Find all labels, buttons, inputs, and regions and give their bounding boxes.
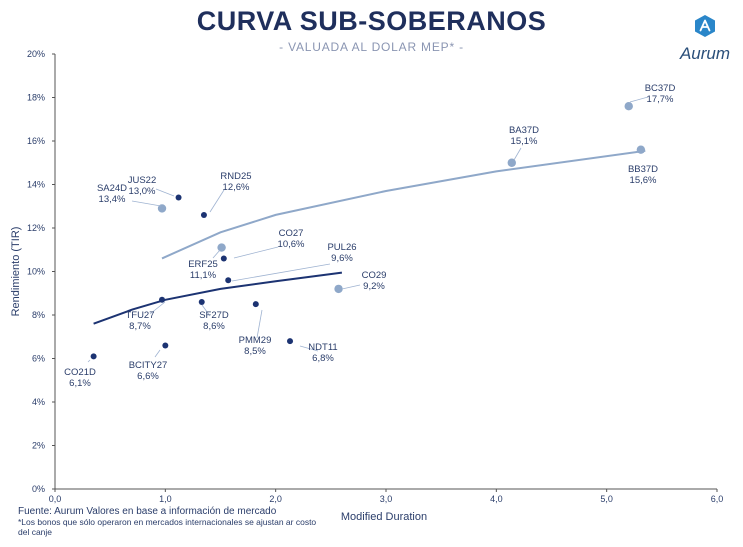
- x-tick-label: 0,0: [49, 494, 62, 504]
- x-tick-label: 3,0: [380, 494, 393, 504]
- point-pul26: [225, 277, 232, 284]
- point-sa24d: [157, 204, 167, 213]
- point-ndt11: [287, 338, 294, 345]
- y-tick-label: 10%: [27, 267, 45, 277]
- data-points: [90, 102, 646, 360]
- leader-line-pmm29: [256, 309, 263, 339]
- logo-text: Aurum: [679, 44, 731, 63]
- point-co29: [334, 284, 343, 294]
- leader-line-co27: [233, 246, 279, 259]
- label-name-sa24d: SA24D: [97, 183, 127, 194]
- y-tick-label: 14%: [27, 180, 45, 190]
- trendline-light: [161, 149, 646, 260]
- label-name-sf27d: SF27D: [199, 310, 229, 321]
- leader-line-rnd25: [209, 189, 225, 213]
- chart-title: CURVA SUB-SOBERANOS: [196, 6, 547, 36]
- y-tick-label: 6%: [32, 354, 45, 364]
- label-name-ba37d: BA37D: [509, 125, 539, 136]
- leader-line-ndt11: [299, 345, 319, 352]
- label-value-pul26: 9,6%: [331, 253, 353, 264]
- x-tick-label: 4,0: [490, 494, 503, 504]
- y-tick-label: 16%: [27, 136, 45, 146]
- label-name-co29: CO29: [362, 270, 387, 281]
- label-name-pmm29: PMM29: [239, 335, 272, 346]
- leader-line-tfu27: [149, 301, 166, 315]
- point-bc37d: [624, 102, 633, 111]
- point-jus22: [175, 194, 182, 201]
- label-value-pmm29: 8,5%: [244, 346, 266, 357]
- label-name-tfu27: TFU27: [125, 310, 154, 321]
- label-name-rnd25: RND25: [220, 171, 251, 182]
- leader-line-bcity27: [154, 349, 161, 358]
- label-value-ba37d: 15,1%: [511, 136, 538, 147]
- label-value-erf25: 11,1%: [190, 270, 217, 281]
- point-sf27d: [198, 298, 205, 305]
- x-tick-label: 2,0: [269, 494, 282, 504]
- point-bb37d: [636, 145, 646, 154]
- label-name-jus22: JUS22: [128, 175, 157, 186]
- point-erf25: [217, 243, 226, 252]
- point-ba37d: [507, 158, 516, 167]
- aurum-a-logo-icon: [695, 15, 715, 37]
- point-co21d: [90, 353, 97, 360]
- x-axis-label: Modified Duration: [341, 511, 427, 523]
- y-tick-label: 12%: [27, 223, 45, 233]
- label-value-bb37d: 15,6%: [630, 175, 657, 186]
- label-value-rnd25: 12,6%: [223, 182, 250, 193]
- chart-axes: 0% 2% 4% 6% 8% 10% 12% 14% 16% 18% 20% 0,0 1,0 2,0 3,0…: [10, 49, 723, 523]
- y-tick-label: 0%: [32, 484, 45, 494]
- leader-line-sf27d: [201, 304, 211, 317]
- label-value-ndt11: 6,8%: [312, 353, 334, 364]
- leader-line-co29: [341, 284, 361, 290]
- label-name-ndt11: NDT11: [308, 342, 337, 353]
- point-bcity27: [162, 342, 169, 349]
- label-value-sf27d: 8,6%: [203, 321, 225, 332]
- label-value-sa24d: 13,4%: [99, 194, 126, 205]
- label-name-bcity27: BCITY27: [129, 360, 168, 371]
- trendlines: [93, 149, 646, 325]
- point-pmm29: [252, 301, 259, 308]
- label-name-co21d: CO21D: [64, 367, 96, 378]
- aurum-logo: Aurum: [673, 14, 737, 64]
- leader-line-jus22: [155, 188, 175, 197]
- y-axis-label: Rendimiento (TIR): [10, 227, 22, 317]
- chart-footer: Fuente: Aurum Valores en base a informac…: [18, 506, 318, 537]
- label-value-bc37d: 17,7%: [647, 94, 674, 105]
- leader-line-erf25: [212, 249, 221, 259]
- point-co27: [220, 255, 227, 262]
- label-value-co21d: 6,1%: [69, 378, 91, 389]
- y-tick-label: 2%: [32, 441, 45, 451]
- label-name-bb37d: BB37D: [628, 164, 658, 175]
- leader-line-bc37d: [629, 96, 649, 103]
- label-name-erf25: ERF25: [188, 259, 218, 270]
- y-tick-label: 4%: [32, 397, 45, 407]
- y-tick-label: 18%: [27, 93, 45, 103]
- point-tfu27: [159, 296, 166, 303]
- leader-line-sa24d: [131, 200, 162, 207]
- label-name-bc37d: BC37D: [645, 83, 676, 94]
- label-value-co27: 10,6%: [278, 239, 305, 250]
- y-tick-label: 8%: [32, 310, 45, 320]
- x-tick-label: 6,0: [711, 494, 724, 504]
- chart-subtitle: - VALUADA AL DOLAR MEP* -: [279, 40, 464, 54]
- footer-source: Fuente: Aurum Valores en base a informac…: [18, 506, 277, 517]
- label-value-co29: 9,2%: [363, 281, 385, 292]
- label-value-tfu27: 8,7%: [129, 321, 151, 332]
- point-rnd25: [200, 211, 207, 218]
- label-value-bcity27: 6,6%: [137, 371, 159, 382]
- trendline-dark: [93, 271, 343, 325]
- footer-note: *Los bonos que sólo operaron en mercados…: [18, 517, 317, 537]
- leader-line-pul26: [231, 263, 331, 282]
- leader-line-co21d: [87, 359, 91, 363]
- x-tick-label: 1,0: [159, 494, 172, 504]
- leader-line-ba37d: [513, 147, 522, 161]
- label-name-pul26: PUL26: [327, 242, 356, 253]
- x-tick-label: 5,0: [600, 494, 613, 504]
- label-name-co27: CO27: [279, 228, 304, 239]
- y-tick-label: 20%: [27, 49, 45, 59]
- label-value-jus22: 13,0%: [129, 186, 156, 197]
